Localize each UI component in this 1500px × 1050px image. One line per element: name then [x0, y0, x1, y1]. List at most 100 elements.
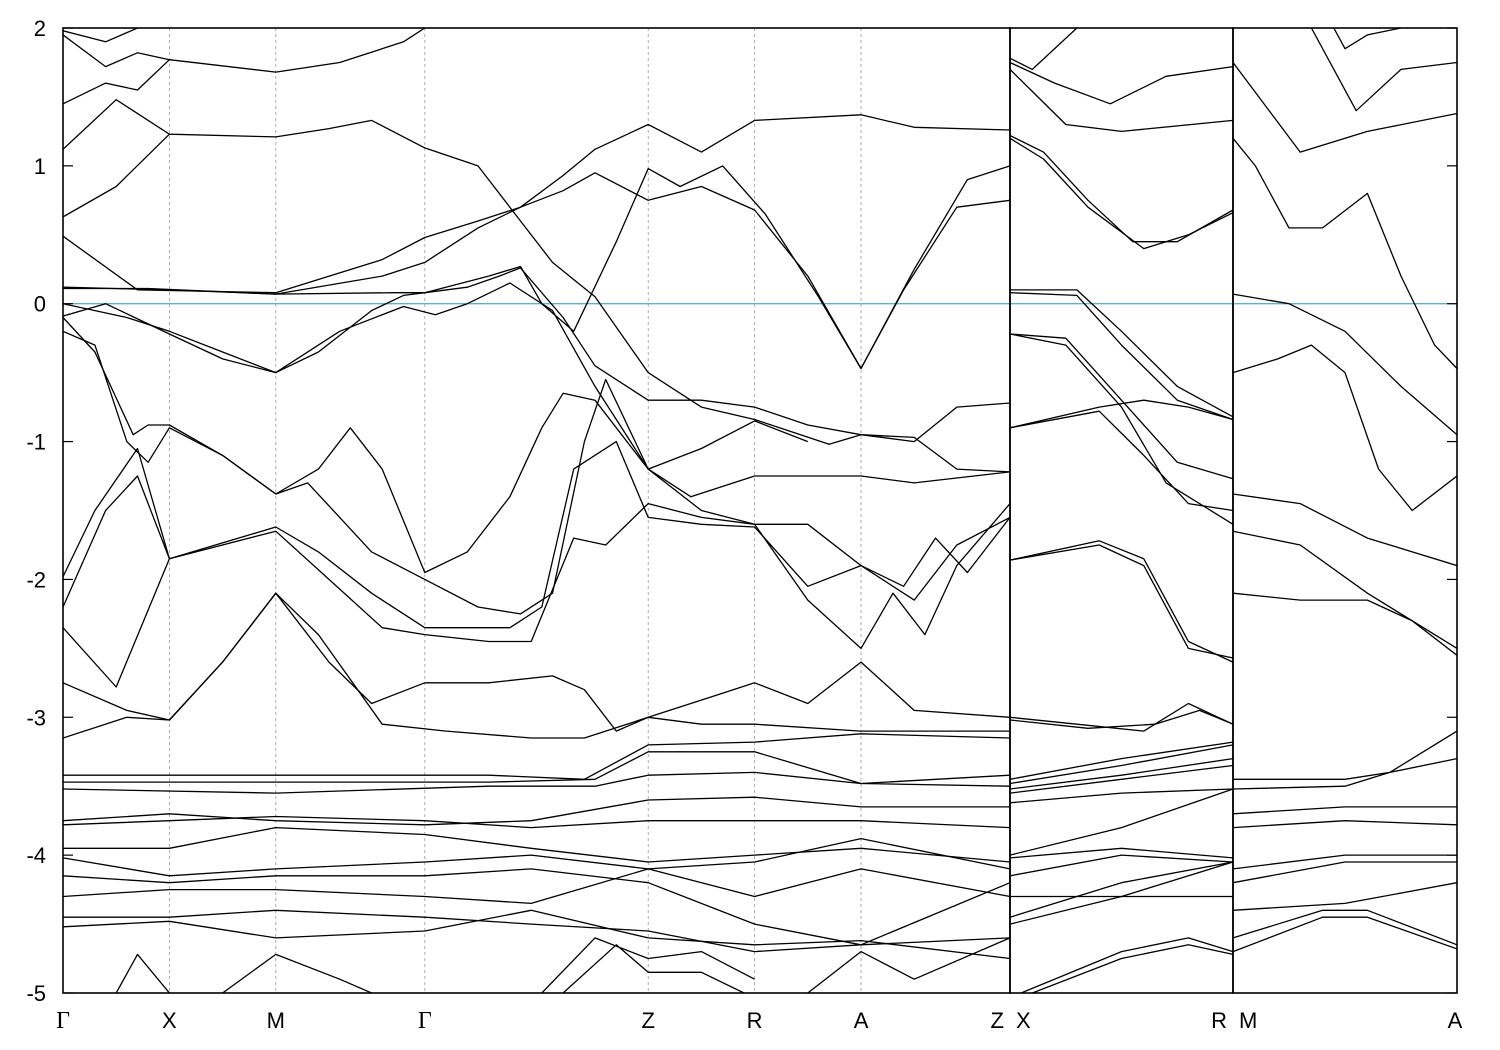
- band-line: [1310, 28, 1457, 112]
- band-line: [1232, 62, 1457, 153]
- band-line: [541, 937, 755, 993]
- band-line: [1233, 730, 1457, 780]
- y-tick-label: 2: [34, 16, 46, 41]
- band-line: [807, 937, 1011, 993]
- band-line: [1032, 944, 1234, 993]
- band-line: [63, 592, 1010, 739]
- band-line: [1009, 68, 1234, 133]
- band-line: [1009, 399, 1234, 429]
- kpoint-label: R: [747, 1008, 763, 1033]
- band-line: [63, 28, 139, 43]
- band-line: [63, 133, 170, 218]
- band-line: [1009, 540, 1234, 663]
- band-line: [63, 330, 1011, 615]
- band-line: [63, 796, 1010, 826]
- kpoint-label: Γ: [418, 1008, 432, 1034]
- band-line: [63, 909, 1011, 953]
- band-line: [222, 953, 372, 993]
- band-line: [63, 165, 1011, 370]
- band-line: [63, 592, 1011, 732]
- band-line: [1009, 757, 1234, 790]
- band-line: [1009, 544, 1234, 659]
- band-line: [1020, 937, 1234, 993]
- band-line: [1232, 909, 1457, 946]
- band-line: [1232, 820, 1457, 829]
- band-line: [63, 317, 809, 574]
- band-line: [1009, 861, 1234, 925]
- band-line: [1232, 530, 1457, 649]
- y-tick-label: 0: [34, 292, 46, 317]
- band-line: [63, 282, 1011, 498]
- band-line: [1009, 709, 1234, 729]
- band-line: [1232, 806, 1457, 815]
- band-line: [63, 868, 1011, 946]
- band-line: [1232, 137, 1457, 369]
- band-line: [1009, 28, 1078, 71]
- kpoint-label: X: [162, 1008, 177, 1033]
- band-line: [115, 953, 170, 993]
- grid-layer: [169, 28, 862, 993]
- band-line: [63, 733, 1011, 780]
- y-tick-label: -1: [26, 430, 46, 455]
- band-line: [1232, 344, 1457, 512]
- band-line: [63, 440, 1011, 629]
- panel-frame: [1232, 27, 1458, 994]
- band-line: [63, 28, 426, 73]
- band-line: [1232, 916, 1457, 953]
- band-line: [1232, 592, 1457, 656]
- band-line: [1009, 410, 1234, 512]
- band-line: [1232, 861, 1457, 884]
- band-line: [1009, 847, 1234, 859]
- kpoint-label: M: [1239, 1008, 1257, 1033]
- band-line: [63, 868, 1011, 905]
- band-line: [1009, 702, 1234, 732]
- kpoint-label: Z: [641, 1008, 654, 1033]
- band-line: [1009, 788, 1234, 804]
- band-line: [63, 815, 1011, 829]
- band-line: [63, 165, 1011, 370]
- band-line: [1333, 28, 1402, 50]
- band-line: [1009, 764, 1234, 794]
- band-line: [63, 771, 1011, 794]
- panel-frame: [62, 27, 1011, 994]
- band-line: [63, 475, 1011, 650]
- bands-layer: [63, 28, 1457, 993]
- band-line: [1232, 882, 1457, 911]
- band-line: [1009, 333, 1234, 525]
- band-line: [63, 267, 1011, 473]
- kpoint-label: R: [1211, 1008, 1227, 1033]
- band-line: [1009, 61, 1234, 105]
- band-line: [63, 751, 1011, 785]
- band-line: [562, 944, 745, 993]
- band-line: [1009, 861, 1234, 918]
- band-line: [1009, 744, 1234, 785]
- kpoint-label: Γ: [56, 1008, 70, 1034]
- band-line: [1232, 854, 1457, 870]
- band-line: [1009, 854, 1234, 877]
- band-line: [1009, 788, 1234, 856]
- band-line: [63, 909, 1011, 960]
- y-tick-label: 1: [34, 154, 46, 179]
- y-tick-label: -5: [26, 981, 46, 1006]
- kpoint-label: A: [1448, 1008, 1463, 1033]
- band-line: [1232, 293, 1457, 436]
- band-line: [1232, 757, 1457, 790]
- band-line: [1009, 741, 1234, 780]
- band-line: [63, 99, 1011, 445]
- band-line: [1009, 333, 1234, 480]
- kpoint-label: M: [267, 1008, 285, 1033]
- band-line: [63, 558, 171, 688]
- band-line: [63, 837, 1011, 877]
- band-line: [1009, 137, 1234, 250]
- y-tick-label: -2: [26, 567, 46, 592]
- kpoint-label: A: [854, 1008, 869, 1033]
- band-line: [1010, 289, 1234, 418]
- band-line: [63, 59, 170, 105]
- band-line: [1009, 292, 1234, 421]
- y-tick-label: -3: [26, 705, 46, 730]
- band-line: [63, 114, 1011, 294]
- band-line: [63, 826, 1011, 863]
- kpoint-label: Z: [991, 1008, 1004, 1033]
- band-line: [1009, 134, 1234, 243]
